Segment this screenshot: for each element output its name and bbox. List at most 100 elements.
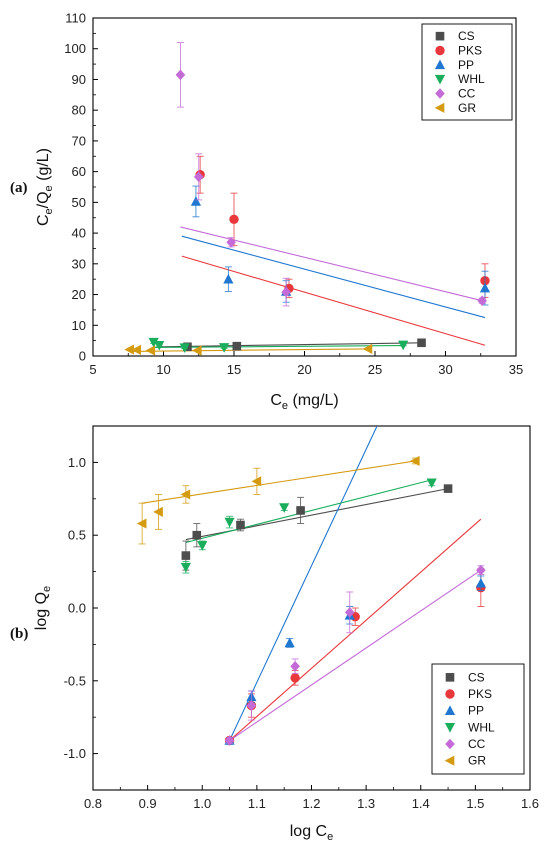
fit-line-whl (153, 345, 404, 348)
legend-label: WHL (458, 72, 485, 86)
legend-marker-whl (434, 74, 446, 85)
legend-label: CS (468, 670, 485, 684)
legend-label: CS (458, 29, 475, 43)
x-axis-label: Ce (mg/L) (270, 392, 338, 412)
data-point-cc (344, 607, 355, 618)
legend-marker-pp (444, 705, 456, 715)
y-axis-label-part: C (35, 214, 52, 226)
legend-marker-gr (434, 102, 445, 113)
chart-panel-a: 5 10 15 20 25 30 35 0 10 20 30 40 50 60 70 80 90 100 110 Ce… (10, 11, 523, 413)
y-tick-label: 90 (72, 72, 86, 87)
legend-box (431, 663, 525, 775)
y-tick-label: 60 (72, 164, 86, 179)
legend-marker-pks (445, 689, 455, 699)
y-tick-label: 1.0 (68, 455, 86, 470)
x-tick-label: 1.2 (302, 796, 320, 811)
legend-label: PP (468, 704, 484, 718)
panel-label: (b) (10, 626, 28, 642)
fit-line-cc (229, 569, 482, 741)
legend-label: GR (458, 101, 476, 115)
fit-line-gr (142, 460, 416, 504)
data-point-cs (181, 551, 191, 560)
data-point-gr (409, 455, 420, 467)
data-point-whl (179, 343, 190, 354)
y-tick-label: 80 (72, 103, 86, 118)
y-tick-label: 40 (72, 226, 86, 241)
y-tick-label: 50 (72, 195, 86, 210)
data-point-cc (224, 735, 235, 746)
fit-line-pks (229, 518, 482, 741)
x-tick-label: 1.5 (466, 796, 484, 811)
x-axis-label-sub: e (327, 831, 333, 843)
legend-label: CC (458, 87, 476, 101)
legend-marker-pp (434, 59, 446, 70)
data-point-pks (229, 214, 239, 224)
legend-marker-cc (435, 88, 445, 99)
data-point-pp (223, 273, 234, 284)
data-point-gr (251, 476, 262, 487)
data-points (136, 455, 486, 746)
y-tick-label: 0.5 (68, 528, 86, 543)
y-axis-label-part: log Q (33, 592, 50, 630)
data-points (124, 42, 491, 356)
x-tick-label: 25 (368, 362, 382, 377)
data-point-cc (175, 69, 186, 81)
data-point-gr (362, 343, 373, 355)
legend-marker-cs (435, 31, 445, 41)
y-axis-label-sub: e (41, 586, 53, 592)
y-tick-label: 70 (72, 133, 86, 148)
y-tick-label: 30 (72, 256, 86, 271)
chart-panel-b: 0.8 0.9 1.0 1.1 1.2 1.3 1.4 1.5 1.6 -1.0 -0.5 0.0 0.… (10, 425, 539, 843)
x-tick-label: 1.6 (521, 796, 539, 811)
legend-label: CC (468, 737, 486, 751)
data-point-whl (154, 340, 165, 351)
legend-label: PKS (458, 44, 482, 58)
y-tick-label: 0 (79, 349, 86, 364)
x-axis-label-main: C (270, 392, 282, 409)
y-axis-label-part: (g/L) (35, 148, 52, 185)
y-axis-label-sub: e (43, 185, 55, 191)
x-axis-label-unit: (mg/L) (288, 392, 339, 409)
fit-line-pp (181, 235, 486, 319)
legend-marker-gr (444, 755, 455, 766)
fit-line-cs (160, 342, 422, 348)
y-axis-label-sub: e (43, 208, 55, 214)
data-point-cs (443, 484, 453, 493)
fit-line-cc (180, 226, 483, 302)
y-tick-label: 100 (64, 41, 86, 56)
x-tick-label: 1.4 (412, 796, 430, 811)
x-tick-label: 15 (227, 362, 241, 377)
y-tick-label: 10 (72, 318, 86, 333)
y-tick-label: 0.0 (68, 601, 86, 616)
data-point-cc (290, 660, 300, 672)
x-tick-label: 1.0 (193, 796, 211, 811)
legend-label: GR (468, 754, 486, 768)
legend-marker-pks (435, 45, 445, 56)
data-point-gr (124, 344, 134, 355)
data-point-pp (475, 577, 486, 588)
x-tick-label: 1.1 (248, 796, 266, 811)
y-tick-label: -1.0 (64, 746, 86, 761)
data-point-whl (224, 517, 235, 528)
data-point-cc (246, 700, 257, 711)
data-point-cs (417, 338, 426, 348)
data-point-whl (219, 343, 230, 353)
data-point-gr (153, 506, 163, 518)
x-tick-label: 5 (89, 362, 96, 377)
data-point-whl (180, 562, 191, 573)
x-tick-label: 20 (297, 362, 311, 377)
y-axis-label-part: /Q (35, 191, 52, 208)
y-axis-label: log Qe (33, 586, 53, 630)
data-point-whl (398, 340, 409, 351)
x-tick-label: 30 (438, 362, 452, 377)
data-point-cc (226, 237, 236, 248)
x-tick-label: 35 (509, 362, 523, 377)
legend: CS PKS PP WHL CC GR (431, 663, 525, 775)
x-tick-label: 10 (156, 362, 170, 377)
fit-lines (129, 226, 486, 352)
y-tick-label: -0.5 (64, 673, 86, 688)
x-axis-label: log Ce (290, 823, 333, 843)
data-point-cs (192, 530, 202, 540)
x-axis-label-sub: e (282, 400, 288, 412)
